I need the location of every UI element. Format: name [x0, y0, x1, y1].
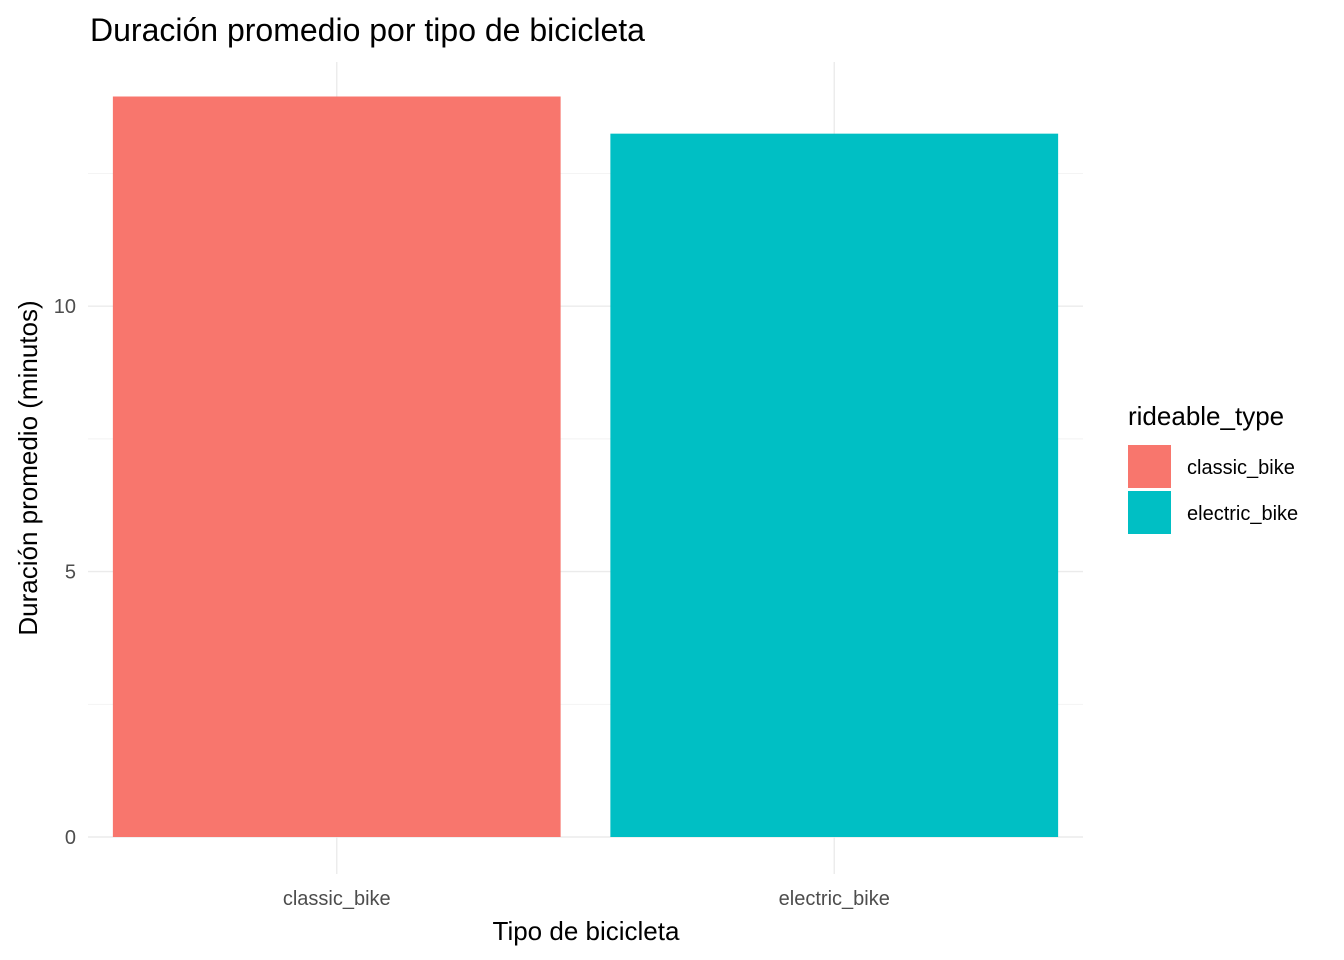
x-tick-label: classic_bike — [283, 888, 391, 910]
x-tick-label: electric_bike — [779, 888, 890, 910]
y-tick-label: 10 — [54, 296, 76, 318]
y-tick-label: 5 — [65, 562, 76, 584]
legend-title: rideable_type — [1128, 401, 1284, 431]
y-axis-ticks: 0 5 10 — [54, 296, 76, 849]
legend-label: classic_bike — [1187, 457, 1295, 479]
legend: rideable_type classic_bike electric_bike — [1128, 401, 1298, 534]
y-tick-label: 0 — [65, 827, 76, 849]
y-axis-title: Duración promedio (minutos) — [13, 300, 43, 635]
legend-swatch — [1128, 445, 1171, 488]
chart-title: Duración promedio por tipo de bicicleta — [90, 12, 645, 48]
bars — [112, 96, 1059, 838]
x-axis-title: Tipo de bicicleta — [493, 916, 680, 946]
bar-classic_bike — [112, 96, 561, 838]
bar-electric_bike — [610, 133, 1059, 838]
x-axis-ticks: classic_bike electric_bike — [283, 888, 890, 910]
legend-label: electric_bike — [1187, 503, 1298, 525]
legend-swatch — [1128, 491, 1171, 534]
